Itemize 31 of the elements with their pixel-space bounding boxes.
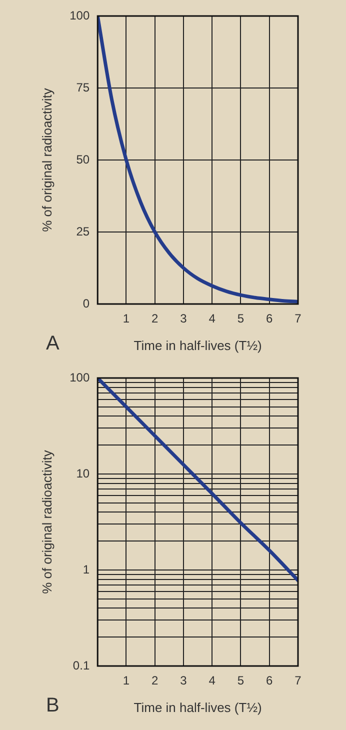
x-tick-label: 1 [122, 674, 130, 688]
x-tick-label: 7 [294, 674, 302, 688]
line-series [98, 16, 298, 304]
x-tick-label: 6 [266, 674, 274, 688]
y-tick-label: 100 [70, 370, 90, 384]
y-axis-title: % of original radioactivity [39, 450, 54, 594]
y-tick-label: 1 [82, 562, 90, 576]
x-tick-label: 5 [237, 674, 244, 688]
y-tick-label: 0 [82, 296, 90, 310]
x-tick-label: 3 [180, 312, 188, 326]
x-tick-label: 7 [294, 312, 302, 326]
x-tick-label: 4 [208, 674, 216, 688]
x-tick-label: 5 [237, 312, 244, 326]
line-series [98, 378, 298, 582]
x-tick-label: 2 [152, 674, 159, 688]
x-tick-label: 6 [266, 312, 274, 326]
y-tick-label: 50 [76, 152, 90, 166]
x-tick-label: 3 [180, 674, 188, 688]
y-axis-title: % of original radioactivity [39, 88, 54, 232]
x-tick-label: 2 [152, 312, 159, 326]
y-tick-label: 75 [76, 80, 90, 94]
text: B [46, 694, 60, 717]
y-tick-label: 10 [76, 466, 90, 480]
x-tick-label: 4 [208, 312, 216, 326]
text: A [46, 332, 60, 355]
x-axis-title: Time in half-lives (T½) [134, 700, 262, 715]
y-tick-label: 100 [70, 8, 90, 22]
x-tick-label: 1 [122, 312, 130, 326]
y-tick-label: 0.1 [72, 658, 90, 672]
y-tick-label: 25 [76, 224, 90, 238]
x-axis-title: Time in half-lives (T½) [134, 338, 262, 353]
